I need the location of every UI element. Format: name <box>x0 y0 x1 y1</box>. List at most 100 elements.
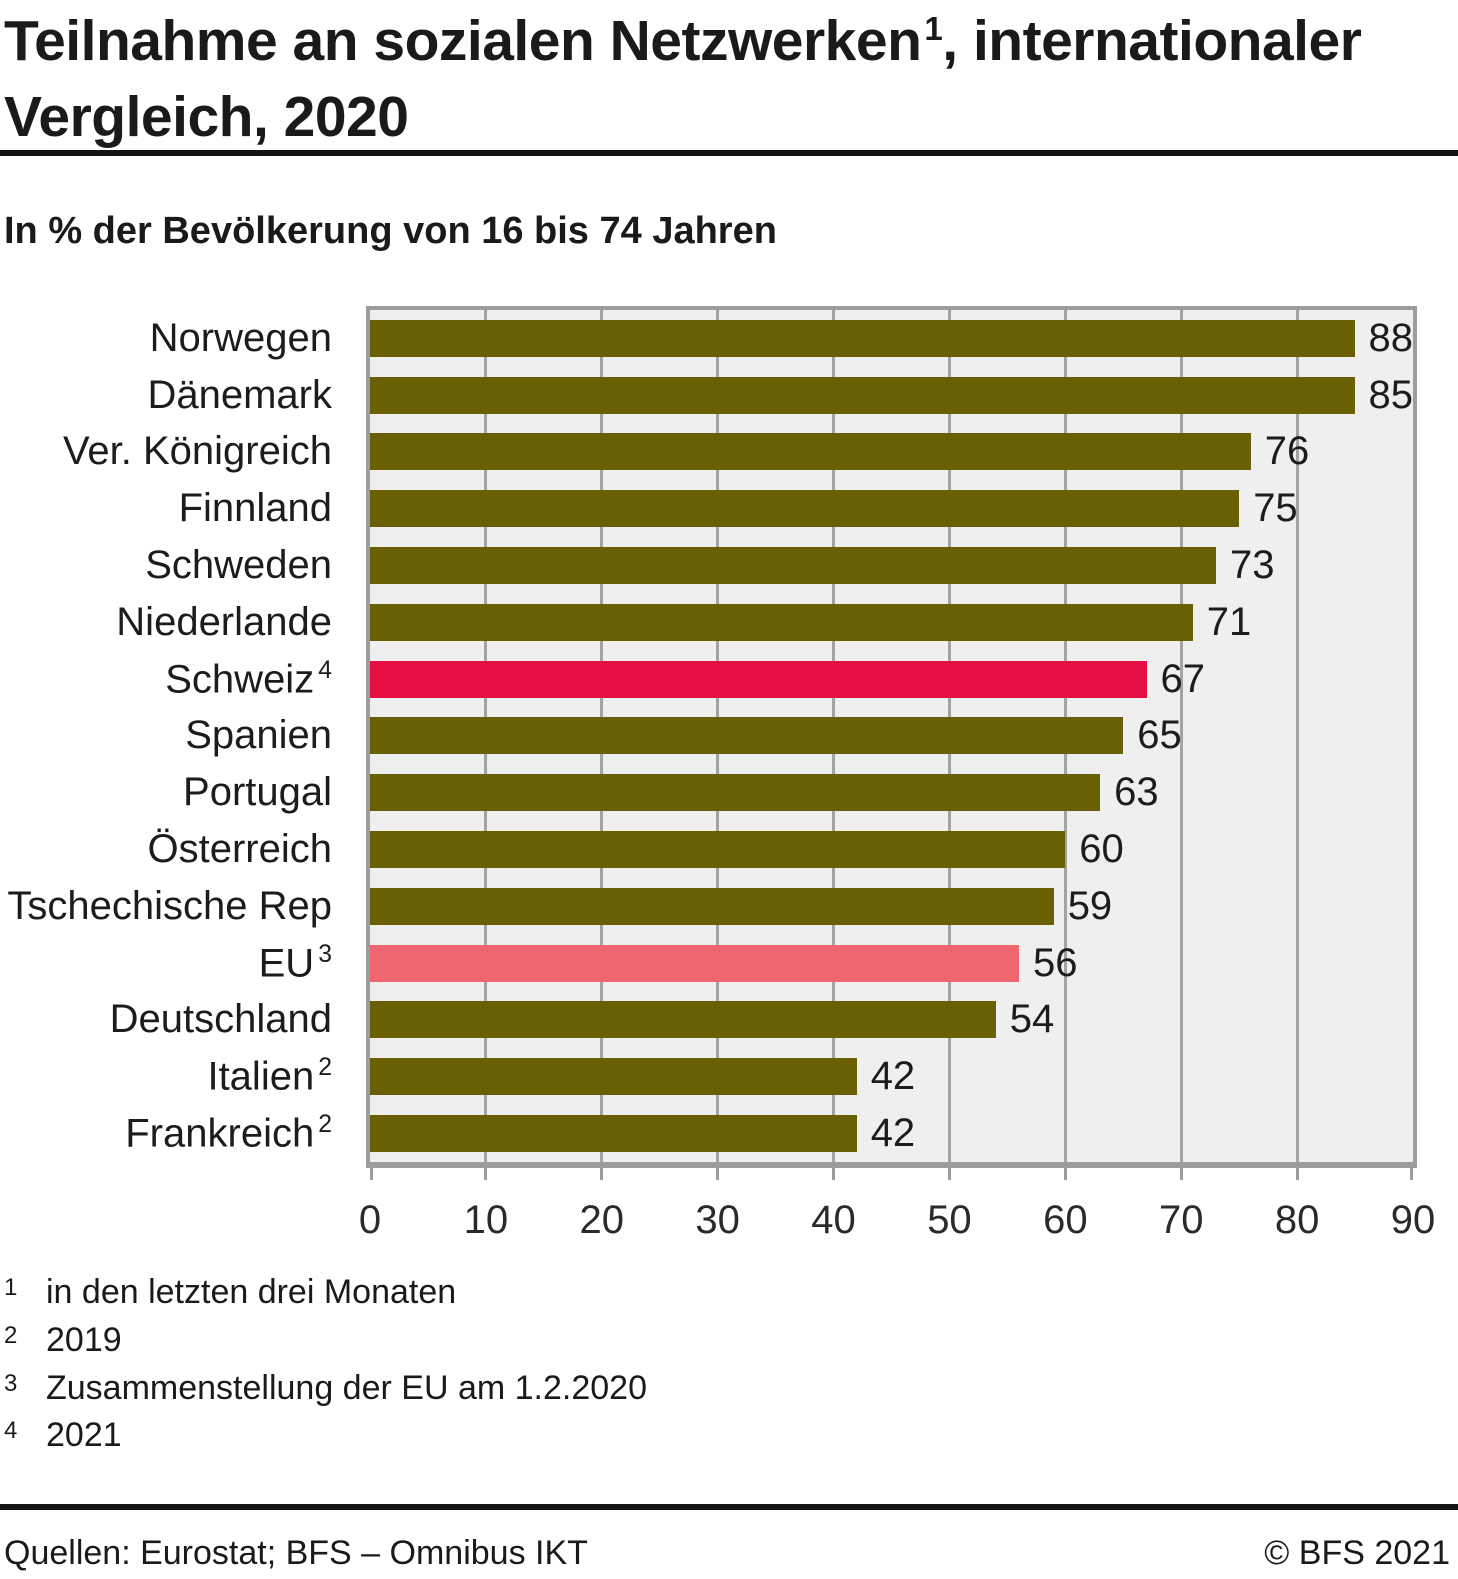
chart-subtitle: In % der Bevölkerung von 16 bis 74 Jahre… <box>4 210 777 252</box>
gridline-80 <box>1295 310 1299 1162</box>
x-ticklabel-80: 80 <box>1274 1198 1320 1242</box>
footer-source: Quellen: Eurostat; BFS – Omnibus IKT <box>4 1534 588 1572</box>
bar-row-12: Deutschland 54 <box>110 992 1413 1049</box>
bar-11 <box>370 944 1019 982</box>
x-ticklabel-60: 60 <box>1043 1198 1088 1242</box>
bar-row-4: Schweden 73 <box>145 537 1413 594</box>
bar-10 <box>370 887 1054 925</box>
bar-row-14: Frankreich 2 42 <box>125 1105 1413 1162</box>
category-footnote-marker-13: 2 <box>318 1054 332 1082</box>
category-footnote-marker-11: 3 <box>318 940 332 968</box>
x-ticklabel-40: 40 <box>811 1198 856 1242</box>
bar-3 <box>370 490 1240 528</box>
footnote-2-marker: 2 <box>4 1321 18 1349</box>
footer-copyright: © BFS 2021 <box>1264 1534 1450 1572</box>
x-tickmark-50 <box>947 1168 951 1180</box>
x-tickmark-30 <box>716 1168 720 1180</box>
x-ticklabel-0: 0 <box>358 1198 382 1242</box>
bar-row-6: Schweiz 4 67 <box>165 651 1413 708</box>
bar-row-8: Portugal 63 <box>183 764 1413 821</box>
chart-title-rest: , internationaler Vergleich, 2020 <box>4 9 1362 149</box>
bar-value-11: 56 <box>1033 940 1078 985</box>
footnote-1-marker: 1 <box>4 1274 18 1301</box>
footnote-3: 3 Zusammenstellung der EU am 1.2.2020 <box>4 1368 647 1409</box>
x-tickmark-40 <box>832 1168 836 1180</box>
footnote-3-marker: 3 <box>4 1369 18 1397</box>
bar-value-6: 67 <box>1160 656 1206 701</box>
category-label-7: Spanien <box>185 713 332 758</box>
bar-row-3: Finnland 75 <box>179 480 1413 537</box>
footnote-4-text: 2021 <box>46 1416 122 1455</box>
chart-title-footnote-marker: 1 <box>924 11 943 48</box>
x-ticklabel-70: 70 <box>1158 1198 1204 1242</box>
bar-row-1: Dänemark 85 <box>147 367 1414 424</box>
bar-value-10: 59 <box>1067 883 1113 928</box>
footer: Quellen: Eurostat; BFS – Omnibus IKT © B… <box>4 1534 1450 1573</box>
bar-4 <box>370 547 1216 585</box>
x-ticklabel-20: 20 <box>579 1198 625 1242</box>
bar-value-13: 42 <box>870 1054 916 1099</box>
bar-row-5: Niederlande 71 <box>116 594 1413 651</box>
x-tickmark-60 <box>1063 1168 1067 1180</box>
x-tickmark-80 <box>1295 1168 1299 1180</box>
bar-value-1: 85 <box>1368 372 1414 417</box>
x-ticklabel-10: 10 <box>463 1198 509 1242</box>
bar-value-14: 42 <box>870 1111 916 1156</box>
category-label-5: Niederlande <box>116 599 332 644</box>
category-footnote-marker-6: 4 <box>318 656 332 684</box>
bar-value-0: 88 <box>1368 315 1414 360</box>
bar-value-8: 63 <box>1114 770 1159 815</box>
x-tickmark-90 <box>1410 1168 1413 1180</box>
bar-8 <box>370 774 1101 812</box>
chart-title: Teilnahme an sozialen Netzwerken1, inter… <box>4 4 1444 156</box>
category-label-4: Schweden <box>145 543 332 588</box>
bar-1 <box>370 376 1355 414</box>
x-tickmark-0 <box>370 1168 373 1180</box>
bar-13 <box>370 1058 857 1096</box>
footnote-4: 4 2021 <box>4 1415 647 1456</box>
category-footnote-marker-14: 2 <box>318 1110 332 1138</box>
x-tickmark-70 <box>1179 1168 1183 1180</box>
category-label-13: Italien 2 <box>207 1054 332 1099</box>
footnotes: 1 in den letzten drei Monaten 2 2019 3 Z… <box>4 1272 647 1463</box>
category-label-6: Schweiz 4 <box>165 656 332 701</box>
bar-row-10: Tschechische Rep 59 <box>7 878 1413 935</box>
footnote-1: 1 in den letzten drei Monaten <box>4 1272 647 1313</box>
category-label-8: Portugal <box>183 770 332 815</box>
bar-value-12: 54 <box>1009 997 1055 1042</box>
bar-0 <box>370 319 1355 357</box>
x-tickmark-10 <box>484 1168 488 1180</box>
x-tickmark-20 <box>600 1168 604 1180</box>
x-ticklabel-90: 90 <box>1390 1198 1436 1242</box>
bar-row-9: Österreich 60 <box>148 821 1413 878</box>
gridline-70 <box>1179 310 1183 1162</box>
bar-row-2: Ver. Königreich 76 <box>63 424 1413 481</box>
bar-value-7: 65 <box>1137 713 1182 758</box>
bar-12 <box>370 1001 996 1039</box>
footnote-2: 2 2019 <box>4 1320 647 1361</box>
x-ticklabel-30: 30 <box>695 1198 740 1242</box>
plot-area: 0 10 20 30 40 50 60 70 80 90 Norwegen 88 Dänemark 85 V… <box>7 306 1435 1242</box>
category-label-1: Dänemark <box>147 372 332 417</box>
bar-row-7: Spanien 65 <box>185 708 1413 765</box>
bar-value-5: 71 <box>1206 599 1252 644</box>
bar-9 <box>370 831 1066 869</box>
footnote-3-text: Zusammenstellung der EU am 1.2.2020 <box>46 1368 647 1407</box>
bar-6 <box>370 660 1147 698</box>
footer-divider <box>0 1504 1458 1510</box>
bar-2 <box>370 433 1251 471</box>
chart-title-main: Teilnahme an sozialen Netzwerken <box>4 9 922 73</box>
bar-row-11: EU 3 56 <box>259 935 1413 992</box>
category-label-11: EU 3 <box>258 940 332 985</box>
category-label-14: Frankreich 2 <box>125 1110 332 1156</box>
footnote-1-text: in den letzten drei Monaten <box>46 1273 457 1311</box>
bar-value-4: 73 <box>1230 543 1275 588</box>
bar-value-9: 60 <box>1079 827 1124 872</box>
category-label-9: Österreich <box>147 827 333 872</box>
bar-row-0: Norwegen 88 <box>150 310 1414 367</box>
footnote-4-marker: 4 <box>4 1417 18 1445</box>
bar-14 <box>370 1115 857 1153</box>
category-label-0: Norwegen <box>149 315 332 360</box>
category-label-12: Deutschland <box>109 997 332 1042</box>
